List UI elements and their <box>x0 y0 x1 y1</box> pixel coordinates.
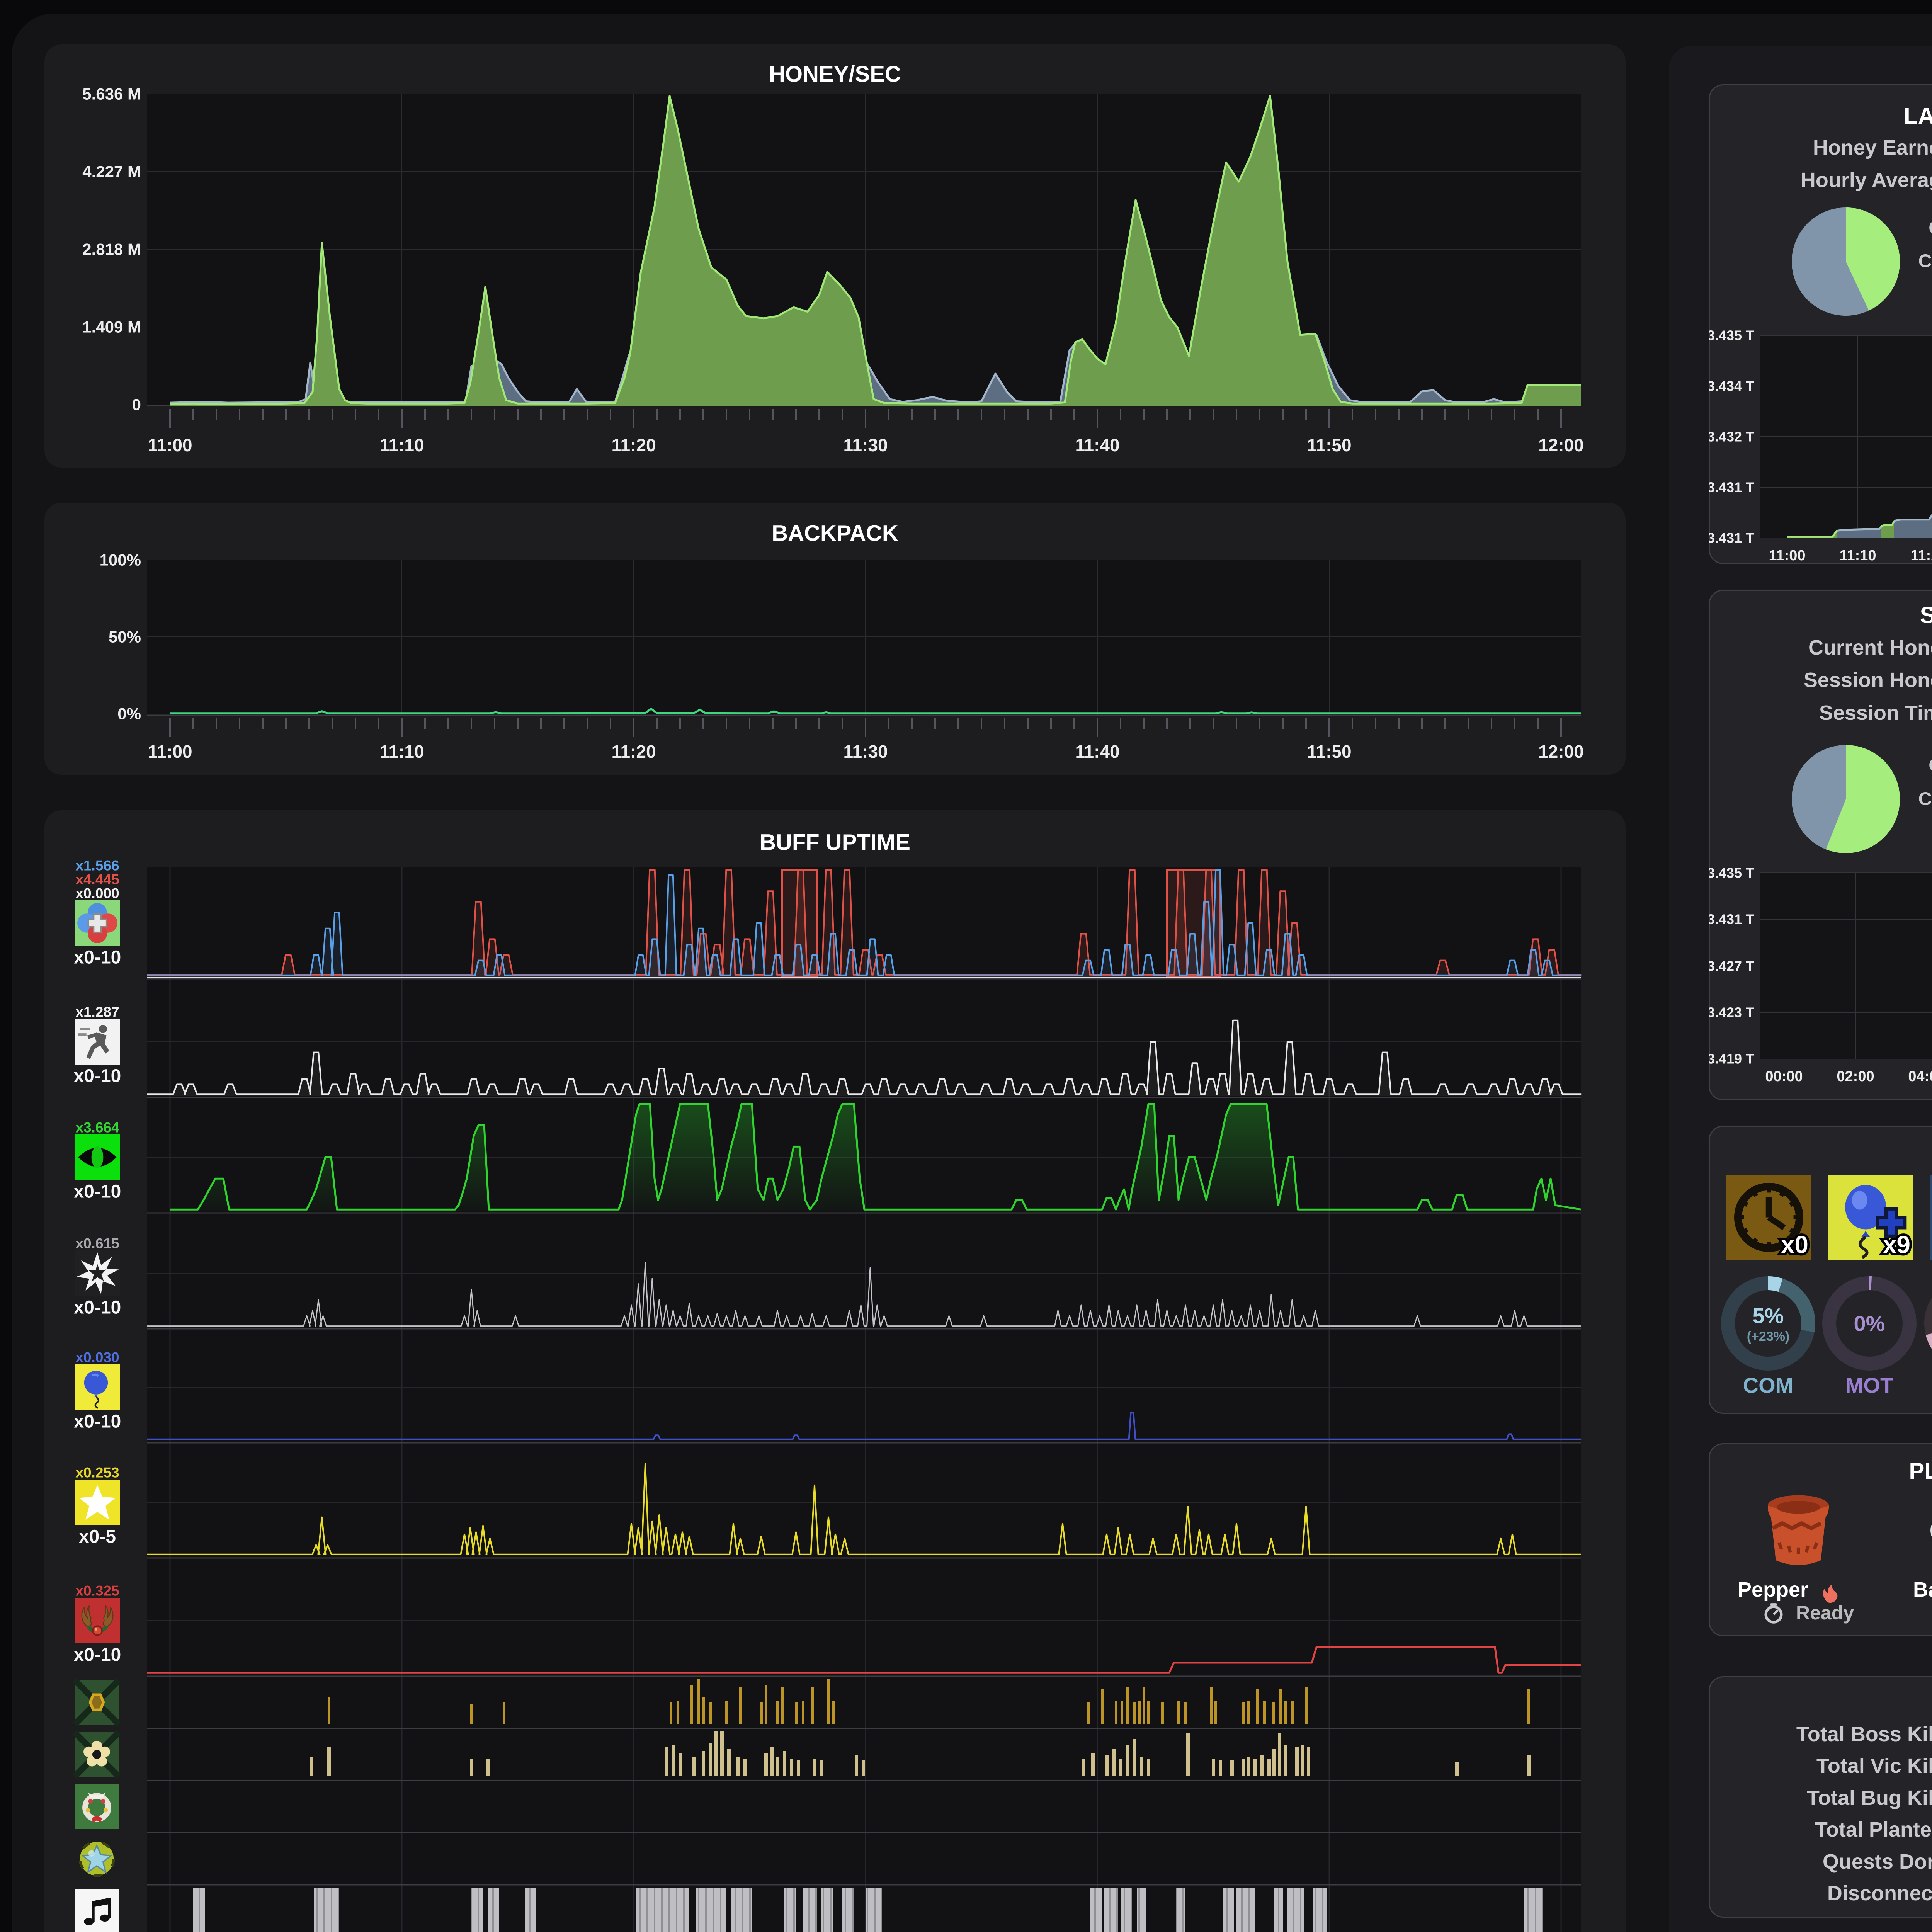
svg-text:5.636 M: 5.636 M <box>82 85 141 103</box>
svg-text:Quests Done: Quests Done <box>1823 1850 1932 1873</box>
svg-text:11:10: 11:10 <box>379 742 424 762</box>
svg-text:Gather: Gather <box>1929 218 1932 238</box>
svg-text:3.435 T: 3.435 T <box>1709 328 1754 344</box>
svg-text:x0.615: x0.615 <box>75 1236 119 1252</box>
svg-text:11:10: 11:10 <box>1839 548 1876 564</box>
svg-text:Current Honey: Current Honey <box>1808 636 1932 659</box>
svg-text:11:40: 11:40 <box>1075 742 1119 762</box>
svg-text:00:00: 00:00 <box>1765 1068 1803 1085</box>
svg-text:SESSION: SESSION <box>1920 602 1932 628</box>
svg-text:2.818 M: 2.818 M <box>82 240 141 259</box>
svg-text:Ready: Ready <box>1796 1602 1854 1624</box>
svg-text:Gather: Gather <box>1929 755 1932 776</box>
svg-text:MOT: MOT <box>1845 1373 1893 1398</box>
svg-text:11:00: 11:00 <box>148 742 192 762</box>
svg-text:Honey Earned: Honey Earned <box>1813 136 1932 159</box>
svg-text:x0-10: x0-10 <box>74 1066 121 1087</box>
svg-text:11:00: 11:00 <box>148 435 192 455</box>
svg-text:11:50: 11:50 <box>1307 742 1351 762</box>
svg-text:11:10: 11:10 <box>379 435 424 455</box>
svg-text:x0-10: x0-10 <box>74 1645 121 1665</box>
svg-text:COM: COM <box>1743 1373 1794 1398</box>
svg-text:3.427 T: 3.427 T <box>1709 958 1754 974</box>
svg-text:12:00: 12:00 <box>1538 435 1584 455</box>
svg-text:Convert: Convert <box>1918 251 1932 272</box>
svg-text:3.432 T: 3.432 T <box>1709 429 1754 445</box>
svg-text:Pepper: Pepper <box>1738 1578 1808 1601</box>
svg-text:0%: 0% <box>117 705 141 723</box>
svg-text:BUFF UPTIME: BUFF UPTIME <box>760 830 910 855</box>
svg-text:3.431 T: 3.431 T <box>1709 480 1754 495</box>
svg-text:12:00: 12:00 <box>1538 742 1584 762</box>
svg-text:PLANTERS: PLANTERS <box>1909 1458 1932 1484</box>
svg-text:Hourly Average: Hourly Average <box>1801 168 1932 192</box>
svg-text:11:40: 11:40 <box>1075 435 1119 455</box>
svg-text:11:20: 11:20 <box>611 742 656 762</box>
svg-text:x1.566: x1.566 <box>75 858 119 874</box>
svg-text:x3.664: x3.664 <box>75 1120 119 1136</box>
svg-text:Total Planters: Total Planters <box>1815 1818 1932 1841</box>
svg-text:11:30: 11:30 <box>843 435 888 455</box>
svg-text:x0-10: x0-10 <box>74 947 121 968</box>
svg-text:Bamboo: Bamboo <box>1913 1578 1932 1601</box>
svg-text:3.431 T: 3.431 T <box>1709 530 1754 546</box>
svg-text:Total Bug Kills: Total Bug Kills <box>1807 1786 1932 1810</box>
svg-text:x0.030: x0.030 <box>75 1350 119 1366</box>
svg-text:x0-10: x0-10 <box>74 1182 121 1202</box>
svg-text:3.435 T: 3.435 T <box>1709 865 1754 881</box>
svg-text:Total Vic Kills: Total Vic Kills <box>1816 1754 1932 1777</box>
svg-text:x0-5: x0-5 <box>79 1527 116 1547</box>
svg-text:x0: x0 <box>1781 1231 1808 1259</box>
svg-text:Session Time: Session Time <box>1819 701 1932 724</box>
svg-text:11:20: 11:20 <box>1910 548 1932 564</box>
svg-text:Disconnects: Disconnects <box>1827 1882 1932 1905</box>
svg-text:Session Honey: Session Honey <box>1804 668 1932 692</box>
svg-text:x0-10: x0-10 <box>74 1298 121 1318</box>
svg-text:04:00: 04:00 <box>1908 1068 1932 1085</box>
svg-text:x9: x9 <box>1883 1231 1910 1259</box>
svg-text:11:30: 11:30 <box>843 742 888 762</box>
svg-text:Total Boss Kills: Total Boss Kills <box>1796 1723 1932 1746</box>
svg-text:(+23%): (+23%) <box>1747 1329 1790 1344</box>
svg-text:3.431 T: 3.431 T <box>1709 912 1754 927</box>
svg-text:x0.000: x0.000 <box>75 886 119 901</box>
svg-text:x1.287: x1.287 <box>75 1004 119 1020</box>
svg-text:x0.325: x0.325 <box>75 1583 119 1599</box>
svg-text:1.409 M: 1.409 M <box>82 318 141 336</box>
svg-text:11:00: 11:00 <box>1769 548 1805 564</box>
svg-text:50%: 50% <box>109 628 141 646</box>
svg-text:3.423 T: 3.423 T <box>1709 1005 1754 1020</box>
svg-text:11:50: 11:50 <box>1307 435 1351 455</box>
svg-text:BACKPACK: BACKPACK <box>772 521 898 546</box>
svg-text:11:20: 11:20 <box>611 435 656 455</box>
svg-text:0%: 0% <box>1854 1311 1885 1336</box>
svg-text:x0-10: x0-10 <box>74 1412 121 1432</box>
svg-text:02:00: 02:00 <box>1837 1068 1874 1085</box>
svg-text:5%: 5% <box>1753 1304 1784 1328</box>
svg-text:Convert: Convert <box>1918 789 1932 810</box>
svg-text:100%: 100% <box>100 551 141 569</box>
svg-text:4.227 M: 4.227 M <box>82 163 141 181</box>
svg-text:HONEY/SEC: HONEY/SEC <box>769 62 901 87</box>
svg-text:x4.445: x4.445 <box>75 872 119 888</box>
svg-text:3.419 T: 3.419 T <box>1709 1051 1754 1067</box>
svg-text:0: 0 <box>132 396 141 414</box>
svg-text:x0.253: x0.253 <box>75 1465 119 1481</box>
svg-text:LAST HOUR: LAST HOUR <box>1904 103 1932 129</box>
svg-text:3.434 T: 3.434 T <box>1709 378 1754 394</box>
